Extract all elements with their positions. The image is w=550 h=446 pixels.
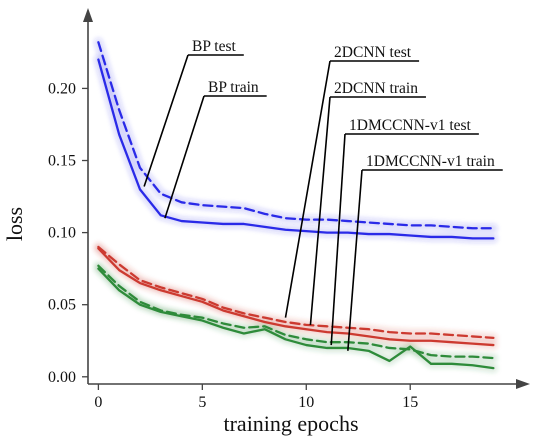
- callout-label: 1DMCCNN-v1 test: [349, 117, 472, 134]
- callout-leader-line: [284, 60, 331, 318]
- x-tick-label: 5: [198, 394, 206, 411]
- series-glow: [93, 37, 498, 233]
- callout-leader-line: [309, 96, 331, 325]
- y-axis-title: loss: [2, 207, 27, 241]
- series-glow-layer: [93, 37, 498, 373]
- axes: 0 5 10 15 0.00 0.05 0.10 0.15 0.20: [48, 8, 530, 411]
- series-line-2dcnn-test: [97, 245, 495, 340]
- callout-leader-line: [330, 133, 346, 346]
- x-tick-label: 10: [298, 394, 314, 411]
- annotation-layer: BP test BP train 2DCNN test 2DCNN train 1DMC…: [143, 38, 503, 351]
- y-tick-label: 0.10: [48, 225, 76, 242]
- series-line-1dmccnn-v1-train: [97, 267, 495, 370]
- y-tick-label: 0.20: [48, 80, 76, 97]
- callout-leader-line: [143, 54, 189, 187]
- y-tick-label: 0.05: [48, 297, 76, 314]
- callout-leader-line: [347, 169, 363, 351]
- callout-label: 2DCNN train: [334, 80, 418, 97]
- callout-label: 1DMCCNN-v1 train: [366, 153, 495, 170]
- series-line-bp-test: [97, 41, 495, 230]
- callout-label: 2DCNN test: [334, 44, 412, 61]
- series-layer: [97, 41, 495, 370]
- x-tick-label: 0: [94, 394, 102, 411]
- x-tick-label: 15: [402, 394, 418, 411]
- series-line-1dmccnn-v1-test: [97, 264, 495, 360]
- y-tick-label: 0.00: [48, 369, 76, 386]
- callout-label: BP test: [192, 38, 236, 55]
- y-axis-arrowhead: [83, 8, 93, 22]
- callout-leader-line: [164, 95, 205, 219]
- x-axis-title: training epochs: [223, 411, 358, 436]
- x-axis-arrowhead: [516, 379, 530, 389]
- series-line-2dcnn-train: [97, 247, 495, 347]
- series-line-bp-train: [97, 58, 495, 240]
- callout-label: BP train: [208, 79, 259, 96]
- y-tick-label: 0.15: [48, 153, 76, 170]
